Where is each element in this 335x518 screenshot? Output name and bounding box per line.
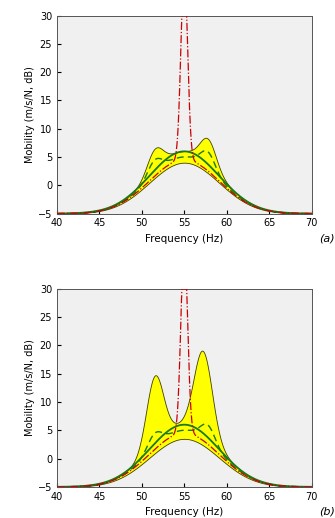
X-axis label: Frequency (Hz): Frequency (Hz) xyxy=(145,234,223,244)
X-axis label: Frequency (Hz): Frequency (Hz) xyxy=(145,507,223,517)
Y-axis label: Mobility (m/s/N, dB): Mobility (m/s/N, dB) xyxy=(25,66,35,163)
Text: (a): (a) xyxy=(319,234,335,243)
Y-axis label: Mobility (m/s/N, dB): Mobility (m/s/N, dB) xyxy=(25,339,35,436)
Text: (b): (b) xyxy=(319,507,335,517)
